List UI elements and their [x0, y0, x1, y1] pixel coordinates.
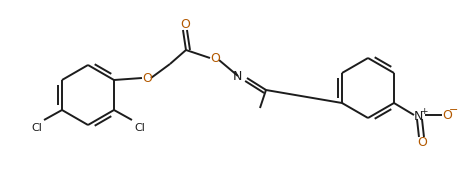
Text: Cl: Cl [134, 123, 145, 133]
Text: N: N [413, 109, 423, 122]
Text: +: + [420, 106, 428, 115]
Text: N: N [232, 71, 242, 83]
Text: O: O [180, 18, 190, 32]
Text: O: O [210, 52, 220, 65]
Text: O: O [442, 108, 452, 121]
Text: O: O [142, 71, 152, 84]
Text: Cl: Cl [31, 123, 42, 133]
Text: −: − [449, 105, 459, 115]
Text: O: O [417, 137, 427, 149]
